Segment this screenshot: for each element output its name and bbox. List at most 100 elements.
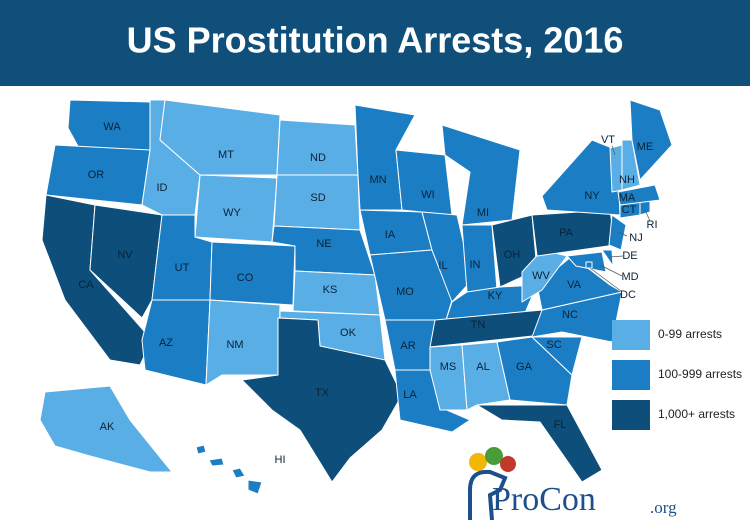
state-shape <box>531 209 616 257</box>
state-shape <box>621 139 641 191</box>
state-shape <box>205 299 281 386</box>
state-label: ME <box>637 141 654 153</box>
state-label: CA <box>78 279 94 291</box>
state-shape <box>247 479 263 495</box>
state-label: WV <box>532 270 550 282</box>
state-shape <box>421 211 473 303</box>
state-shape <box>585 261 593 269</box>
state-labels: WA OR CA NV ID MT WY UT AZ CO NM ND SD NE KS OK TX MN IA MO… <box>78 121 657 466</box>
state-label: GA <box>516 361 533 373</box>
state-label: AL <box>476 361 489 373</box>
state-label: KY <box>488 290 503 302</box>
state-label: OK <box>340 327 357 339</box>
state-label: FL <box>554 419 567 431</box>
title-bar <box>0 0 750 86</box>
state-label: DC <box>620 289 636 301</box>
logo-icon <box>500 456 516 472</box>
legend-label: 0-99 arrests <box>658 327 722 341</box>
state-label: MS <box>440 361 457 373</box>
state-label: IA <box>385 229 396 241</box>
logo-suffix: .org <box>650 498 677 517</box>
leader-line <box>589 267 622 292</box>
state-shape <box>608 214 627 251</box>
state-label: HI <box>275 454 286 466</box>
states <box>39 99 673 495</box>
logo-icon <box>485 447 503 465</box>
state-label: NE <box>316 238 331 250</box>
state-shape <box>461 341 511 411</box>
state-label: MT <box>218 149 234 161</box>
legend-swatch <box>612 320 650 350</box>
state-shape <box>496 336 573 406</box>
state-shape <box>601 249 614 267</box>
logo: ProCon .org <box>468 447 677 521</box>
state-label: TX <box>315 387 330 399</box>
state-label: NM <box>226 339 243 351</box>
state-label: MO <box>396 286 414 298</box>
leader-line <box>599 264 623 277</box>
title: US Prostitution Arrests, 2016 <box>127 20 624 61</box>
state-label: OH <box>504 249 521 261</box>
legend-label: 1,000+ arrests <box>658 407 735 421</box>
state-label: NJ <box>629 232 642 244</box>
state-shape <box>276 119 359 176</box>
state-shape <box>231 467 246 479</box>
state-label: AR <box>400 340 415 352</box>
state-label: MA <box>619 192 636 204</box>
state-label: LA <box>403 389 417 401</box>
state-label: SD <box>310 192 325 204</box>
logo-icon <box>468 469 508 521</box>
state-shape <box>476 404 603 483</box>
legend-swatch <box>612 400 650 430</box>
state-shape <box>159 99 281 176</box>
state-label: ID <box>157 182 168 194</box>
leader-line <box>609 255 624 258</box>
state-label: MD <box>621 271 638 283</box>
state-shape <box>195 444 207 455</box>
state-label: NY <box>584 190 600 202</box>
state-label: VT <box>601 134 615 146</box>
leader-line <box>611 145 616 156</box>
state-label: IL <box>438 260 447 272</box>
state-shape <box>208 457 225 467</box>
state-label: NH <box>619 174 635 186</box>
state-shape <box>39 385 173 473</box>
state-label: MN <box>369 174 386 186</box>
state-label: VA <box>567 279 582 291</box>
state-label: OR <box>88 169 105 181</box>
state-label: UT <box>175 262 190 274</box>
state-shape <box>541 139 621 216</box>
state-label: WA <box>103 121 121 133</box>
state-label: ND <box>310 152 326 164</box>
state-label: CT <box>622 204 637 216</box>
state-label: RI <box>647 219 658 231</box>
state-shape <box>429 344 468 411</box>
logo-icon <box>469 453 487 471</box>
state-shape <box>536 255 623 311</box>
legend-swatch <box>612 360 650 390</box>
state-shape <box>359 209 433 256</box>
state-label: WI <box>421 189 434 201</box>
state-shape <box>531 336 583 376</box>
legend: 0-99 arrests 100-999 arrests 1,000+ arrest… <box>612 320 742 430</box>
state-label: PA <box>559 227 574 239</box>
leader-line <box>617 231 628 237</box>
logo-name: ProCon <box>492 481 596 518</box>
state-label: DE <box>622 250 637 262</box>
state-shape <box>241 317 403 483</box>
state-shape <box>617 184 661 206</box>
state-label: NC <box>562 309 578 321</box>
state-label: NV <box>117 249 133 261</box>
state-label: AZ <box>159 337 173 349</box>
state-label: KS <box>323 284 338 296</box>
state-shape <box>141 299 211 386</box>
legend-label: 100-999 arrests <box>658 367 742 381</box>
state-shape <box>395 149 453 216</box>
state-shape <box>629 99 673 181</box>
state-label: WY <box>223 207 241 219</box>
state-shape <box>89 204 163 319</box>
state-label: CO <box>237 272 254 284</box>
state-label: AK <box>100 421 115 433</box>
state-label: SC <box>546 339 561 351</box>
